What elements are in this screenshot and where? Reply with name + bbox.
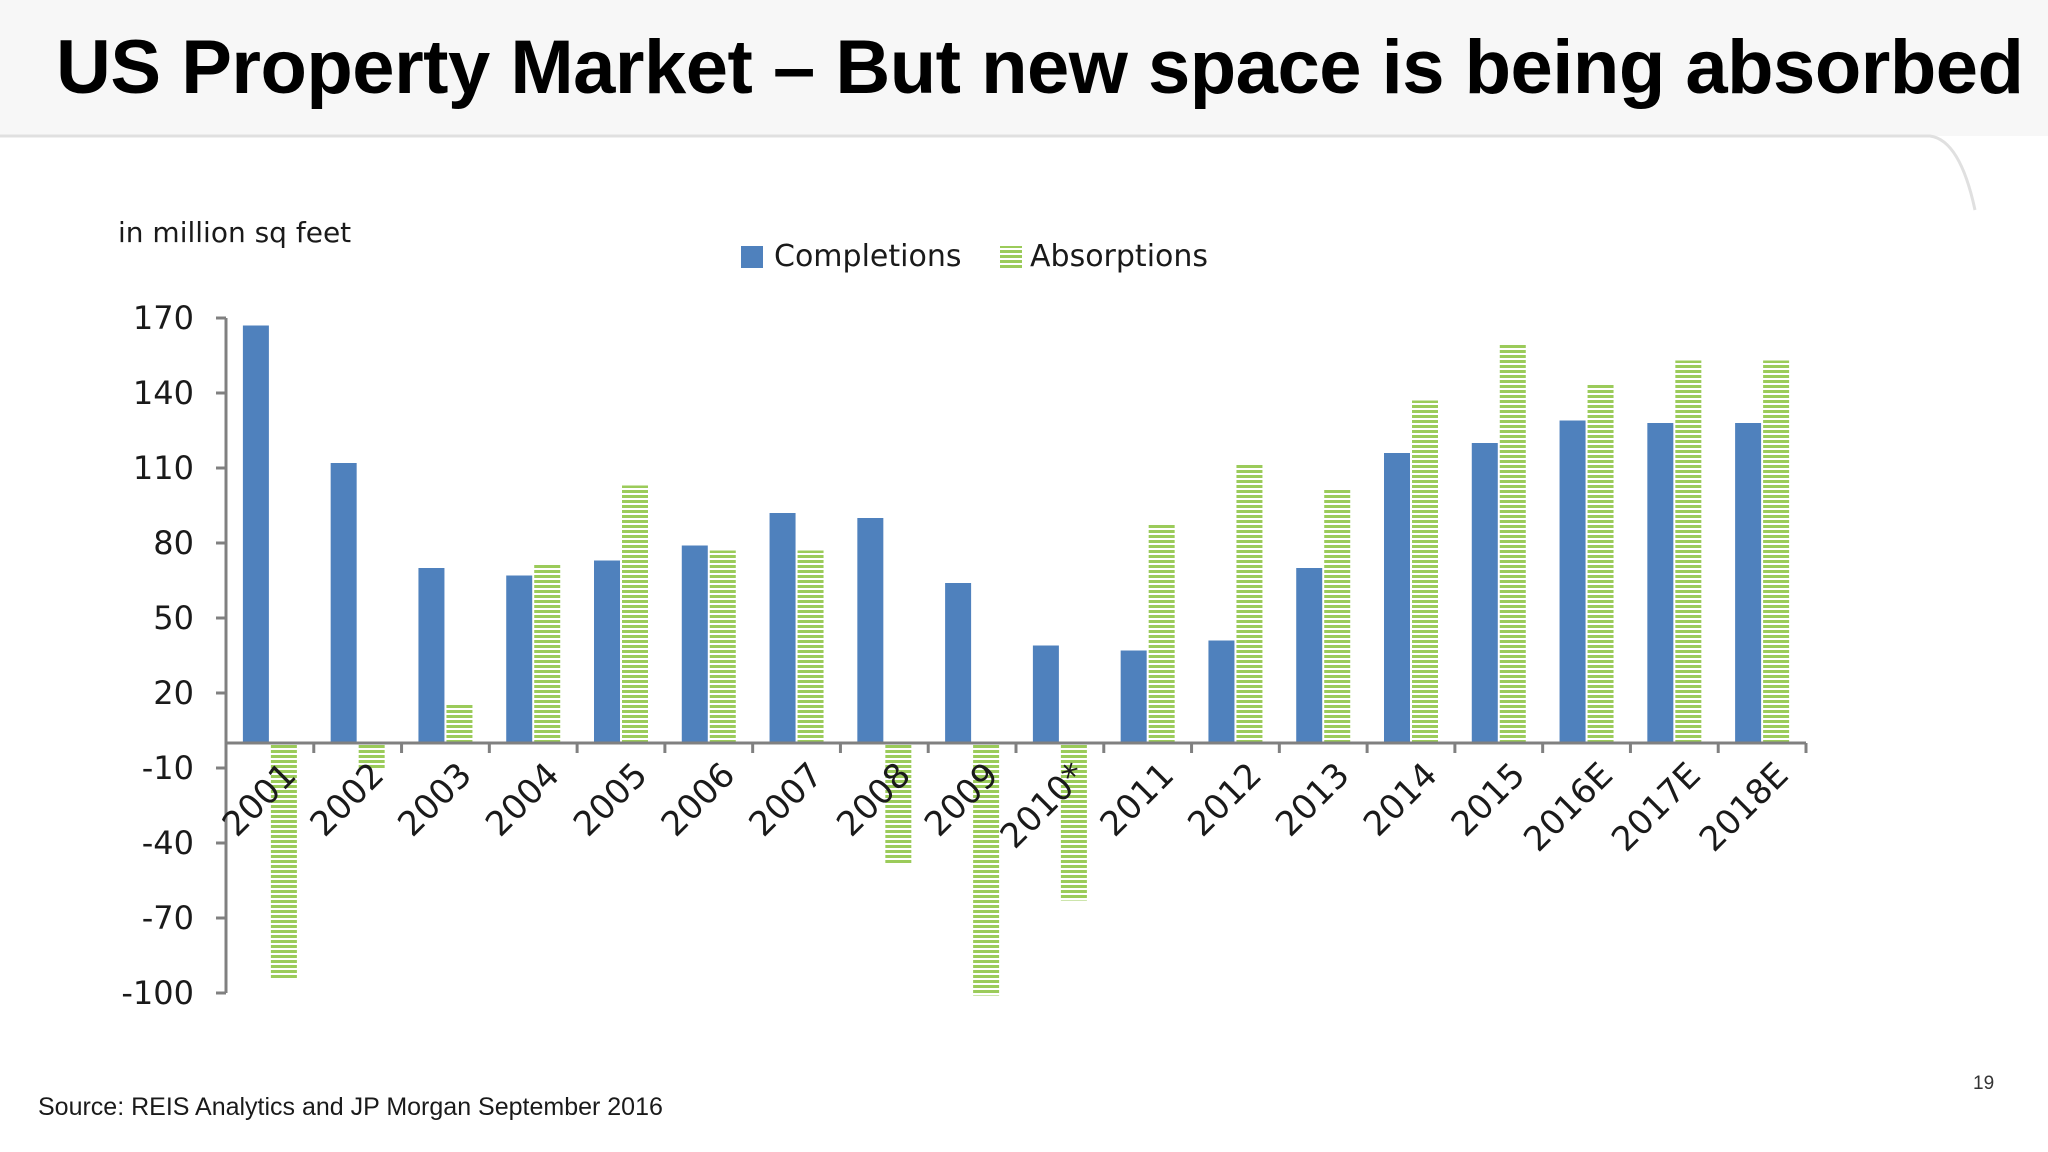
bar-absorptions-2010 [1060,743,1087,901]
bar-absorptions-2015 [1499,343,1526,743]
bar-absorptions-2008 [885,743,912,863]
source-note: Source: REIS Analytics and JP Morgan Sep… [38,1093,663,1121]
bar-completions-2015 [1471,443,1498,743]
x-tick-label: 2013 [1268,755,1357,844]
bar-completions-2001 [242,325,269,743]
y-tick-label: 20 [153,674,194,712]
slide-title: US Property Market – But new space is be… [56,25,2024,110]
bar-absorptions-2006 [709,550,736,743]
legend-swatch-completions [741,246,763,268]
bar-completions-2010 [1032,645,1059,743]
legend-label-absorptions: Absorptions [1030,239,1208,274]
bar-completions-2017E [1647,423,1674,743]
x-tick-label: 2002 [303,755,392,844]
bar-completions-2018E [1735,423,1762,743]
bar-absorptions-2003 [446,703,473,743]
bar-completions-2003 [418,568,445,743]
bar-absorptions-2001 [270,743,297,978]
y-tick-label: -100 [121,974,194,1012]
x-tick-label: 2012 [1180,755,1269,844]
bar-absorptions-2013 [1324,488,1351,743]
bar-completions-2014 [1384,453,1410,743]
bar-absorptions-2004 [534,563,561,743]
y-tick-label: -10 [142,749,194,787]
bar-completions-2008 [857,518,884,743]
x-tick-label: 2004 [478,755,567,844]
x-tick-label: 2016E [1516,755,1621,860]
y-tick-label: 140 [133,374,194,412]
legend: Completions Absorptions [741,239,1208,274]
x-tick-label: 2014 [1356,755,1445,844]
bar-absorptions-2009 [973,743,1000,996]
x-tick-label: 2011 [1093,755,1182,844]
bar-completions-2002 [330,463,357,743]
y-tick-label: 170 [133,299,194,337]
bar-absorptions-2016E [1587,383,1614,743]
y-tick-label: -40 [142,824,194,862]
bar-completions-2012 [1208,640,1235,743]
x-tick-label: 2017E [1604,755,1709,860]
y-tick-label: 110 [133,449,194,487]
bar-absorptions-2018E [1763,360,1790,743]
bar-completions-2005 [594,560,620,743]
y-axis-unit-label: in million sq feet [118,216,351,249]
page-number: 19 [1973,1073,1995,1094]
bar-completions-2009 [945,583,972,743]
bar-absorptions-2007 [797,550,824,743]
bar-absorptions-2002 [358,743,385,768]
x-tick-label: 2005 [566,755,655,844]
y-tick-label: 50 [153,599,194,637]
bar-completions-2007 [769,513,796,743]
bar-absorptions-2011 [1148,523,1175,743]
x-tick-label: 2006 [654,755,743,844]
x-tick-label: 2007 [741,755,830,844]
bar-completions-2006 [681,545,708,743]
title-curl-decoration [0,134,1977,211]
bar-absorptions-2005 [622,485,648,743]
title-band [0,0,2048,136]
x-tick-label: 2003 [390,755,479,844]
bar-absorptions-2012 [1236,463,1263,743]
bar-completions-2011 [1120,650,1147,743]
bar-completions-2016E [1559,420,1586,743]
legend-swatch-absorptions [1000,246,1022,268]
y-tick-label: 80 [153,524,194,562]
y-tick-label: -70 [142,899,194,937]
bar-absorptions-2014 [1412,400,1438,743]
legend-label-completions: Completions [774,239,961,274]
bar-completions-2004 [506,575,533,743]
x-tick-label: 2018E [1692,755,1797,860]
bar-absorptions-2017E [1675,360,1702,743]
bar-completions-2013 [1296,568,1323,743]
